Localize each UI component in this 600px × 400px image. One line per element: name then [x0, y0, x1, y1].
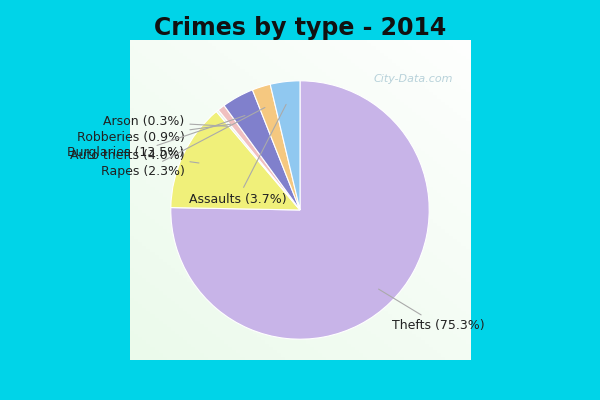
Wedge shape	[218, 106, 300, 210]
Text: Rapes (2.3%): Rapes (2.3%)	[101, 108, 265, 178]
Wedge shape	[253, 84, 300, 210]
Text: City-Data.com: City-Data.com	[374, 74, 453, 84]
Wedge shape	[171, 81, 429, 339]
Wedge shape	[217, 110, 300, 210]
Text: Assaults (3.7%): Assaults (3.7%)	[189, 104, 286, 206]
Wedge shape	[224, 90, 300, 210]
Wedge shape	[171, 112, 300, 210]
Text: Auto thefts (4.0%): Auto thefts (4.0%)	[70, 116, 245, 162]
Text: Thefts (75.3%): Thefts (75.3%)	[379, 289, 485, 332]
Text: Burglaries (13.5%): Burglaries (13.5%)	[67, 146, 199, 163]
Text: Arson (0.3%): Arson (0.3%)	[103, 115, 227, 128]
Text: Crimes by type - 2014: Crimes by type - 2014	[154, 16, 446, 40]
Text: Robberies (0.9%): Robberies (0.9%)	[77, 124, 231, 144]
Wedge shape	[270, 81, 300, 210]
